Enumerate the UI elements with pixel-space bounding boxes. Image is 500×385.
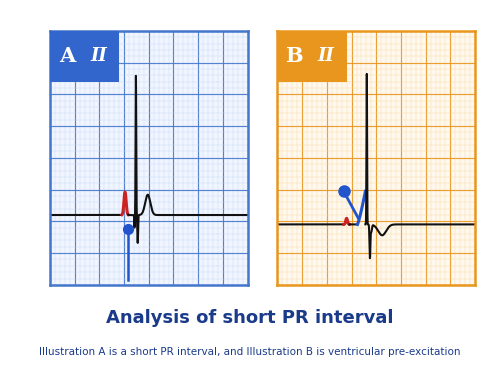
Text: II: II bbox=[90, 47, 107, 65]
Text: Analysis of short PR interval: Analysis of short PR interval bbox=[106, 309, 394, 326]
Text: B: B bbox=[286, 46, 303, 66]
Text: II: II bbox=[318, 47, 334, 65]
Bar bbox=[278, 31, 346, 82]
Bar bbox=[50, 31, 119, 82]
Text: A: A bbox=[58, 46, 75, 66]
Text: Illustration A is a short PR interval, and Illustration B is ventricular pre-exc: Illustration A is a short PR interval, a… bbox=[39, 347, 461, 357]
